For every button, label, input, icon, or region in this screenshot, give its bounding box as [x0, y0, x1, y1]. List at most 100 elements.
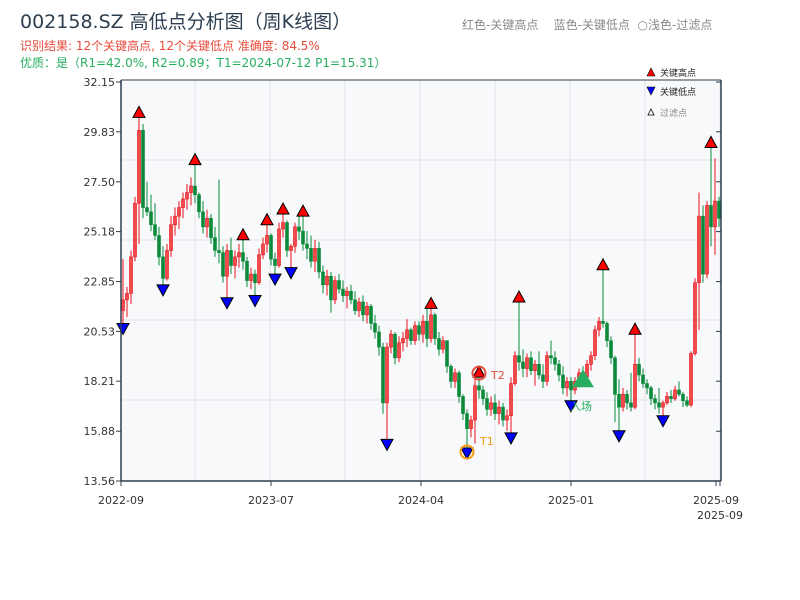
candle-body: [697, 215, 701, 283]
candle-body: [289, 245, 293, 251]
candle: [381, 342, 385, 414]
candle-body: [185, 192, 189, 200]
candle-body: [477, 385, 481, 391]
candle-body: [521, 361, 525, 369]
candle-body: [437, 338, 441, 350]
candle: [517, 301, 521, 371]
candle-body: [685, 400, 689, 406]
candle: [469, 415, 473, 438]
key-low-marker: [380, 438, 394, 452]
candle-body: [605, 323, 609, 341]
candle-body: [213, 237, 217, 251]
candle-body: [469, 419, 473, 429]
candle-body: [317, 248, 321, 273]
candle: [693, 278, 697, 356]
candle: [385, 342, 389, 440]
candle-body: [249, 273, 253, 281]
candle: [277, 222, 281, 268]
candle-body: [457, 372, 461, 397]
x-tick-label: 2022-09: [98, 494, 144, 507]
candle: [261, 237, 265, 260]
candle: [237, 244, 241, 268]
candle-body: [613, 357, 617, 395]
candle: [317, 241, 321, 279]
candle: [473, 379, 477, 444]
candle: [257, 248, 261, 285]
candle-body: [153, 224, 157, 236]
candle-body: [653, 398, 657, 404]
candle: [273, 252, 277, 275]
candle: [169, 216, 173, 257]
candle: [685, 396, 689, 408]
candle: [285, 220, 289, 257]
candle: [345, 286, 349, 309]
candle-body: [705, 205, 709, 275]
candle: [245, 256, 249, 287]
candle-body: [641, 374, 645, 384]
candle: [201, 201, 205, 234]
legend: 关键高点 关键低点 过滤点: [646, 67, 696, 119]
candle: [157, 226, 161, 266]
candle: [433, 312, 437, 345]
candle: [349, 284, 353, 305]
candle-body: [701, 215, 705, 275]
candle: [449, 364, 453, 388]
candle: [557, 359, 561, 382]
candle: [465, 409, 469, 448]
candle-body: [713, 200, 717, 228]
candle: [321, 265, 325, 294]
candle: [445, 340, 449, 373]
key-low-marker: [564, 400, 578, 413]
candle: [537, 351, 541, 380]
candle: [713, 158, 717, 255]
candle: [125, 286, 129, 318]
candle-body: [553, 357, 557, 365]
candle-body: [361, 301, 365, 316]
x-tick-label: 2023-07: [248, 494, 294, 507]
candle: [545, 351, 549, 386]
y-tick-label: 32.15: [84, 76, 116, 89]
candle: [269, 233, 273, 266]
candle-body: [425, 321, 429, 339]
candle: [541, 364, 545, 388]
candle: [681, 392, 685, 408]
candle: [589, 351, 593, 371]
candle-body: [353, 299, 357, 311]
chart-title: 002158.SZ 高低点分析图（周K线图）: [20, 11, 352, 33]
candle-body: [313, 248, 317, 262]
candle: [193, 164, 197, 204]
y-tick-label: 13.56: [84, 475, 116, 488]
candle: [233, 250, 237, 279]
key-high-marker: [296, 204, 310, 217]
candle-body: [597, 321, 601, 331]
candle-body: [273, 258, 277, 266]
candle: [413, 321, 417, 345]
key-high-marker: [236, 227, 250, 241]
candle: [429, 308, 433, 343]
candle-body: [497, 406, 501, 414]
candle-body: [241, 252, 245, 262]
candle: [569, 377, 573, 401]
key-low-marker: [504, 432, 518, 445]
candle: [617, 379, 621, 431]
axes: 13.56 15.88 18.21 20.53 22.85 25.18 27.50 29.83…: [84, 76, 743, 522]
candle: [477, 377, 481, 399]
candle-body: [657, 402, 661, 408]
candle-body: [545, 355, 549, 382]
candle-body: [173, 215, 177, 226]
candle: [505, 409, 509, 431]
key-low-marker: [656, 415, 670, 428]
key-low-marker: [460, 447, 474, 460]
candle: [709, 147, 713, 247]
key-high-marker: [596, 257, 610, 271]
candle: [645, 379, 649, 395]
y-tick-label: 29.83: [84, 126, 116, 139]
candle-body: [349, 290, 353, 301]
legend-high-label: 关键高点: [660, 67, 696, 79]
candle-body: [261, 243, 265, 256]
candle: [205, 209, 209, 238]
entry-label: 入场: [570, 399, 592, 413]
candle-body: [449, 366, 453, 382]
t1-circle: [459, 444, 475, 460]
